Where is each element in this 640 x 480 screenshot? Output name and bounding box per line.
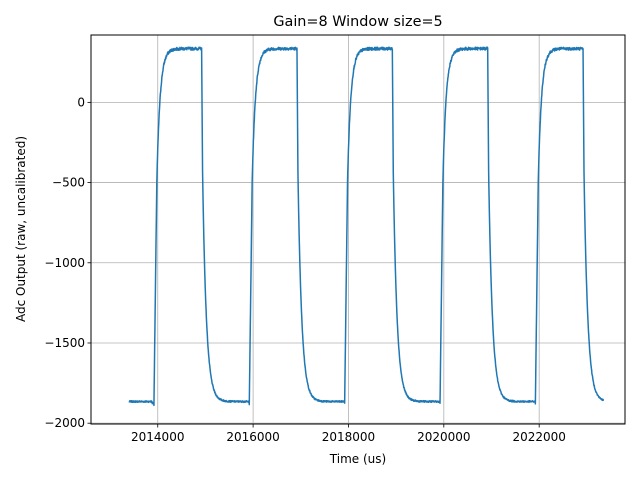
x-axis: 2014000 2016000 2018000 2020000 2022000 <box>131 424 566 444</box>
x-tick-label: 2016000 <box>226 430 279 444</box>
y-tick-label: 0 <box>77 95 85 109</box>
y-tick-label: −500 <box>52 176 85 190</box>
x-tick-label: 2022000 <box>512 430 565 444</box>
x-axis-label: Time (us) <box>329 452 386 466</box>
y-tick-label: −1000 <box>44 256 85 270</box>
series-layer <box>128 46 605 407</box>
x-tick-label: 2020000 <box>417 430 470 444</box>
grid <box>91 35 625 424</box>
x-tick-label: 2014000 <box>131 430 184 444</box>
chart-title: Gain=8 Window size=5 <box>273 14 442 30</box>
plot-frame <box>90 34 626 425</box>
y-axis: 0 −500 −1000 −1500 −2000 <box>44 95 91 430</box>
y-tick-label: −2000 <box>44 416 85 430</box>
y-axis-label: Adc Output (raw, uncalibrated) <box>14 136 28 322</box>
series-line <box>128 46 605 407</box>
y-tick-label: −1500 <box>44 336 85 350</box>
x-tick-label: 2018000 <box>322 430 375 444</box>
